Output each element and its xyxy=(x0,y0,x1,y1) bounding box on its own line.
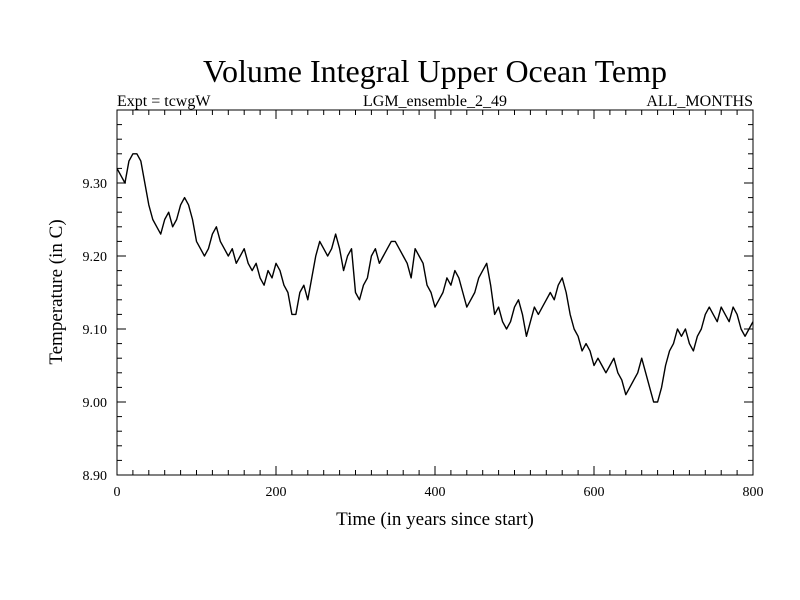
y-tick-label: 9.30 xyxy=(83,177,108,192)
y-axis-label: Temperature (in C) xyxy=(46,219,67,364)
y-tick-label: 9.20 xyxy=(83,250,108,265)
axis-tick-labels: 0 200 400 600 800 8.90 9.00 9.10 9.20 9.30 xyxy=(83,177,764,500)
subtitle-months: ALL_MONTHS xyxy=(646,93,753,110)
subtitle-expt: Expt = tcwgW xyxy=(117,93,211,110)
subtitle-ensemble: LGM_ensemble_2_49 xyxy=(363,93,507,110)
chart-title: Volume Integral Upper Ocean Temp xyxy=(203,53,667,89)
y-tick-label: 9.10 xyxy=(83,323,108,338)
x-tick-label: 600 xyxy=(584,485,605,500)
x-tick-label: 800 xyxy=(743,485,764,500)
x-tick-label: 200 xyxy=(266,485,287,500)
x-tick-label: 400 xyxy=(425,485,446,500)
y-tick-label: 9.00 xyxy=(83,396,108,411)
series-line xyxy=(116,153,754,403)
y-tick-label: 8.90 xyxy=(83,469,108,484)
x-tick-label: 0 xyxy=(114,485,121,500)
axis-ticks xyxy=(116,109,754,476)
x-axis-label: Time (in years since start) xyxy=(336,509,534,530)
